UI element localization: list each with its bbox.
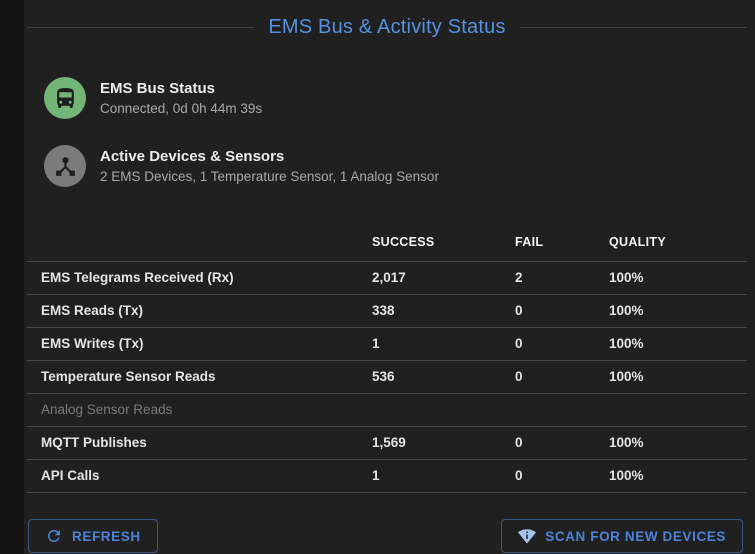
table-header-row: SUCCESS FAIL QUALITY [27,231,747,262]
table-row: EMS Writes (Tx) 1 0 100% [27,327,747,361]
fail-value: 0 [515,360,609,394]
list-item-text: Active Devices & Sensors 2 EMS Devices, … [100,148,439,184]
row-label: EMS Telegrams Received (Rx) [27,261,372,295]
table-row: MQTT Publishes 1,569 0 100% [27,426,747,460]
list-item-active-devices: Active Devices & Sensors 2 EMS Devices, … [44,145,747,187]
page-title: EMS Bus & Activity Status [268,15,506,38]
title-divider-line [519,26,747,28]
status-title: Active Devices & Sensors [100,148,285,165]
header-blank [27,231,372,262]
table-row: API Calls 1 0 100% [27,459,747,493]
header-quality: QUALITY [609,231,747,262]
quality-value: 100% [609,459,747,493]
scan-for-new-devices-button[interactable]: SCAN FOR NEW DEVICES [501,519,743,553]
title-divider-line [27,26,255,28]
header-success: SUCCESS [372,231,515,262]
fail-value: 0 [515,327,609,361]
fail-value: 0 [515,294,609,328]
list-item-text: EMS Bus Status Connected, 0d 0h 44m 39s [100,80,262,116]
fail-value: 0 [515,459,609,493]
status-subtitle: Connected, 0d 0h 44m 39s [100,101,263,116]
success-value: 1 [372,327,515,361]
ems-status-card: EMS Bus & Activity Status EMS Bus Status… [24,0,755,554]
fail-value: 0 [515,426,609,460]
activity-stats-table: SUCCESS FAIL QUALITY EMS Telegrams Recei… [27,231,747,493]
row-label: MQTT Publishes [27,426,372,460]
bus-icon [44,77,86,119]
table-row: Temperature Sensor Reads 536 0 100% [27,360,747,394]
status-list: EMS Bus Status Connected, 0d 0h 44m 39s … [44,77,747,187]
header-fail: FAIL [515,231,609,262]
quality-value: 100% [609,360,747,394]
action-bar: REFRESH SCAN FOR NEW DEVICES [27,519,747,553]
table-row: EMS Reads (Tx) 338 0 100% [27,294,747,328]
card-title-row: EMS Bus & Activity Status [27,14,747,40]
scan-button-label: SCAN FOR NEW DEVICES [545,528,726,544]
quality-value: 100% [609,294,747,328]
success-value: 536 [372,360,515,394]
refresh-button-label: REFRESH [72,528,141,544]
status-title: EMS Bus Status [100,80,216,97]
row-label: EMS Reads (Tx) [27,294,372,328]
quality-value [609,393,747,427]
list-item-ems-bus-status: EMS Bus Status Connected, 0d 0h 44m 39s [44,77,747,119]
row-label: Analog Sensor Reads [27,393,372,427]
success-value: 1 [372,459,515,493]
table-row: EMS Telegrams Received (Rx) 2,017 2 100% [27,261,747,295]
page-left-gutter [0,0,24,554]
quality-value: 100% [609,327,747,361]
row-label: API Calls [27,459,372,493]
device-hub-icon [44,145,86,187]
success-value: 2,017 [372,261,515,295]
row-label: Temperature Sensor Reads [27,360,372,394]
quality-value: 100% [609,426,747,460]
fail-value [515,393,609,427]
scan-wifi-icon [518,529,537,544]
fail-value: 2 [515,261,609,295]
success-value [372,393,515,427]
status-subtitle: 2 EMS Devices, 1 Temperature Sensor, 1 A… [100,169,439,184]
table-row-disabled: Analog Sensor Reads [27,393,747,427]
quality-value: 100% [609,261,747,295]
refresh-icon [47,530,60,542]
success-value: 338 [372,294,515,328]
success-value: 1,569 [372,426,515,460]
refresh-button[interactable]: REFRESH [28,519,158,553]
row-label: EMS Writes (Tx) [27,327,372,361]
